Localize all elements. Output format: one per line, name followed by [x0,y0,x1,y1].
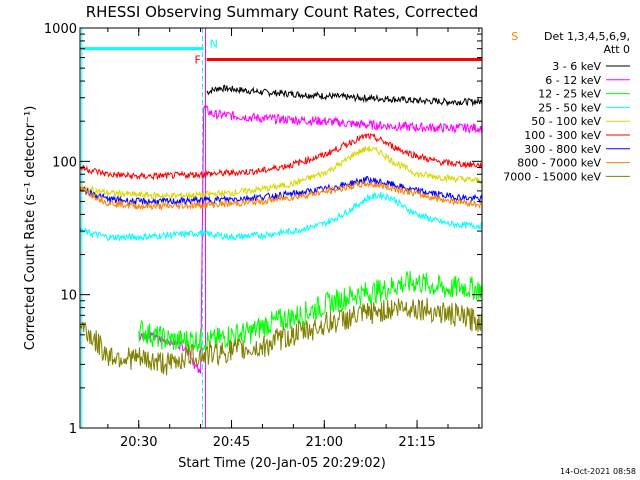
axis-ticks: 20:30 20:45 21:00 21:15 1 10 100 1000 [44,22,482,450]
legend-header-detectors: Det 1,3,4,5,6,9, [544,30,630,43]
series-line-7 [80,180,482,211]
y-tick-label-2: 100 [52,155,77,170]
series-line-8 [80,297,482,376]
legend-entry-3: 25 - 50 keV [538,101,601,114]
series-line-4 [80,145,482,201]
plot-frame [79,27,483,429]
legend-entry-0: 3 - 6 keV [552,60,601,73]
series-line-3 [80,191,482,242]
attenuator-band-label-0: N [210,38,218,51]
y-tick-label-3: 1000 [44,22,77,37]
x-tick-label-2: 21:00 [306,435,343,450]
chart-title: RHESSI Observing Summary Count Rates, Co… [86,3,479,21]
y-axis-label: Corrected Count Rate (s⁻¹ detector⁻¹) [23,106,38,351]
x-tick-label-1: 20:45 [213,435,250,450]
plot-area [80,28,482,428]
legend-entry-8: 7000 - 15000 keV [503,170,601,183]
series-line-5 [80,132,482,181]
x-tick-label-0: 20:30 [120,435,157,450]
y-tick-label-0: 1 [69,422,77,437]
y-tick-label-1: 10 [60,289,77,304]
legend-entry-2: 12 - 25 keV [538,88,601,101]
timestamp: 14-Oct-2021 08:58 [560,467,636,476]
series-line-1 [138,104,482,375]
legend-entry-4: 50 - 100 keV [531,115,601,128]
x-axis-label: Start Time (20-Jan-05 20:29:02) [178,456,386,471]
series-line-0 [206,84,482,107]
legend-header-attenuator: Att 0 [604,43,630,56]
legend-entry-7: 800 - 7000 keV [517,157,601,170]
attenuator-band-label-1: S [511,30,518,43]
legend-entry-1: 6 - 12 keV [545,74,601,87]
series-line-2 [138,270,482,352]
x-tick-label-3: 21:15 [398,435,435,450]
legend-entry-5: 100 - 300 keV [524,129,601,142]
series-line-6 [80,175,482,206]
flare-bar-label: F [194,54,200,67]
legend-entry-6: 300 - 800 keV [524,143,601,156]
